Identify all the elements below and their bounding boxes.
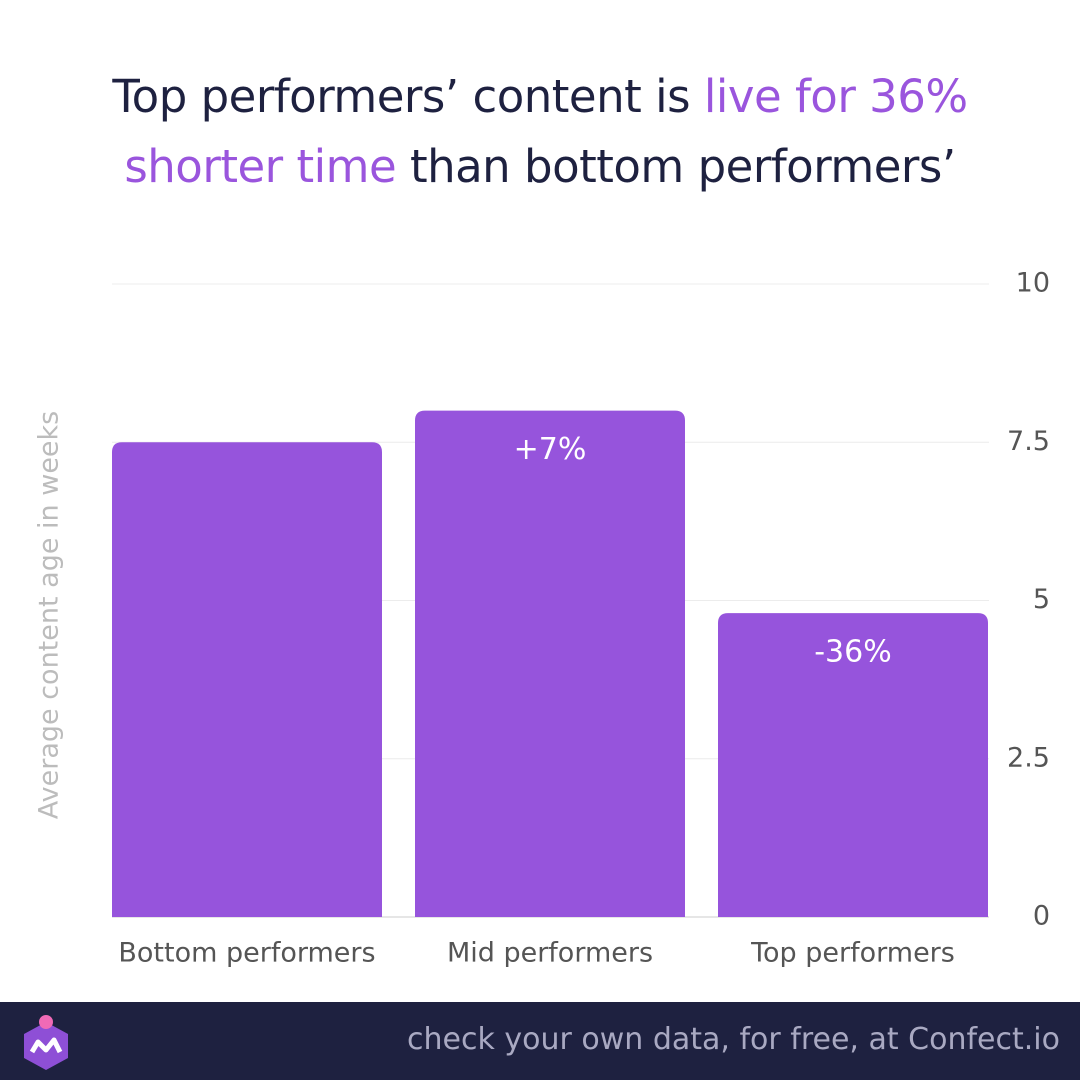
logo [24,1015,68,1070]
x-tick-label: Top performers [750,938,955,969]
bar [112,442,382,917]
y-tick-label: 0 [1033,901,1050,932]
y-tick-label: 5 [1033,584,1050,615]
logo-mark [29,1037,63,1054]
title-line: Top performers’ content is live for 36% [0,62,1080,132]
y-tick-label: 10 [1016,268,1050,299]
x-tick-label: Mid performers [447,938,653,969]
title-part: Top performers’ content is [112,70,704,123]
x-tick-label: Bottom performers [118,938,375,969]
y-axis-label: Average content age in weeks [34,411,65,820]
chart-title: Top performers’ content is live for 36% s… [0,62,1080,202]
y-tick-label: 7.5 [1007,426,1050,457]
logo-dot [39,1015,53,1029]
y-tick-label: 2.5 [1007,742,1050,773]
title-line: shorter time than bottom performers’ [0,132,1080,202]
title-part: than bottom performers’ [396,140,956,193]
footer-text: check your own data, for free, at Confec… [407,1022,1060,1057]
footer: check your own data, for free, at Confec… [0,1002,1080,1080]
bar-annotation: +7% [514,432,587,467]
title-part: shorter time [124,140,397,193]
bar-annotation: -36% [814,635,892,670]
title-part: live for 36% [703,70,968,123]
bar [718,613,988,917]
chart: Average content age in weeks 0 2.5 5 7.5 10 B… [34,268,1051,969]
bar [415,410,685,917]
